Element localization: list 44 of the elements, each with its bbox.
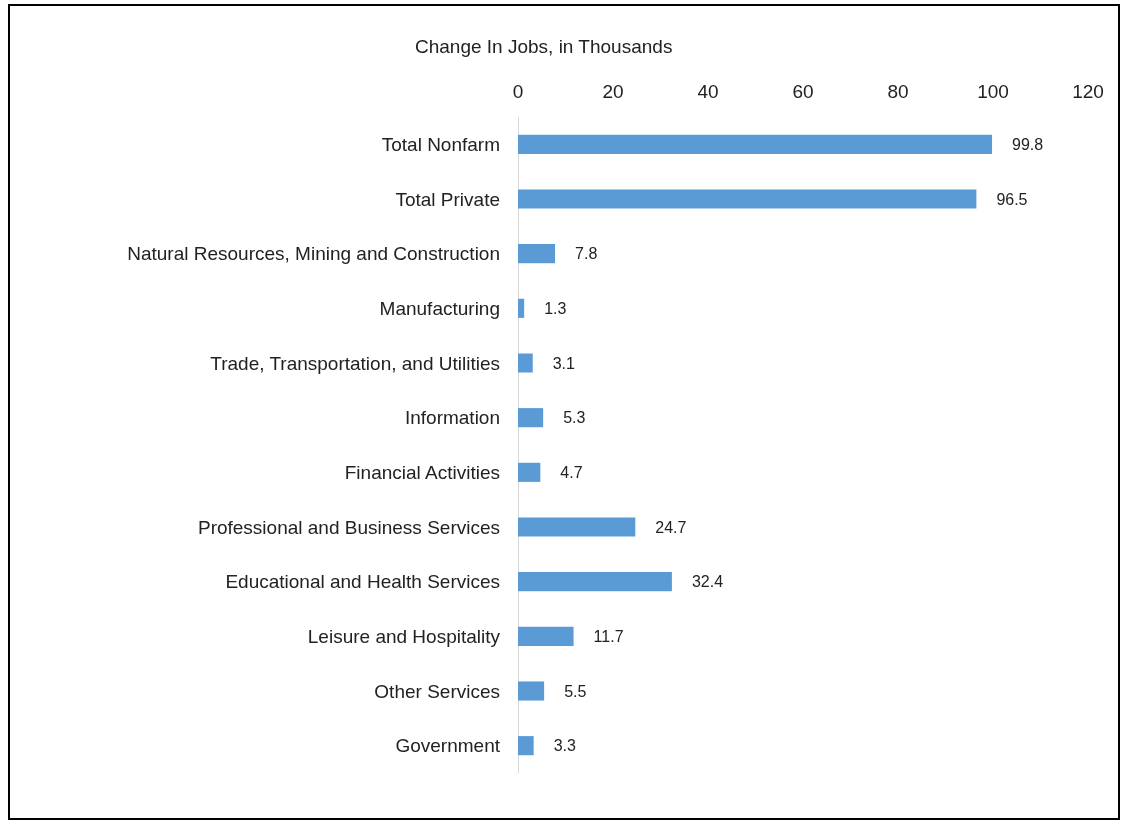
y-tick-label: Other Services bbox=[374, 680, 500, 702]
y-tick-label: Government bbox=[395, 735, 501, 757]
x-tick-label: 0 bbox=[512, 81, 524, 102]
x-tick-label: 120 bbox=[1072, 81, 1104, 102]
bar bbox=[518, 736, 534, 756]
bar bbox=[518, 353, 533, 373]
bar bbox=[518, 681, 545, 701]
y-tick-label: Information bbox=[404, 407, 500, 429]
data-label: 5.3 bbox=[563, 409, 586, 427]
data-label: 24.7 bbox=[655, 518, 687, 536]
bar bbox=[518, 298, 525, 318]
y-tick-label: Trade, Transportation, and Utilities bbox=[210, 352, 500, 374]
data-label: 7.8 bbox=[575, 245, 598, 263]
data-label: 3.3 bbox=[553, 737, 577, 755]
y-tick-label: Leisure and Hospitality bbox=[307, 625, 501, 647]
y-tick-label: Natural Resources, Mining and Construction bbox=[127, 243, 500, 265]
bar bbox=[518, 626, 574, 646]
y-tick-label: Total Private bbox=[395, 188, 500, 210]
x-axis-title: Change In Jobs, in Thousands bbox=[415, 36, 673, 57]
x-tick-label: 40 bbox=[697, 81, 719, 102]
bar bbox=[518, 517, 636, 537]
y-tick-label: Manufacturing bbox=[379, 297, 500, 319]
y-tick-label: Total Nonfarm bbox=[381, 133, 500, 155]
y-tick-label: Financial Activities bbox=[344, 461, 500, 483]
data-label: 11.7 bbox=[593, 627, 624, 645]
x-tick-label: 100 bbox=[977, 81, 1009, 102]
data-label: 99.8 bbox=[1012, 135, 1044, 153]
bar bbox=[518, 572, 672, 592]
data-label: 96.5 bbox=[996, 190, 1028, 208]
bar bbox=[518, 189, 977, 209]
data-label: 32.4 bbox=[691, 573, 724, 591]
x-tick-label: 20 bbox=[602, 81, 624, 102]
data-label: 5.5 bbox=[564, 682, 587, 700]
bar bbox=[518, 462, 541, 482]
data-label: 3.1 bbox=[552, 354, 576, 372]
bar bbox=[518, 244, 556, 264]
bar bbox=[518, 408, 544, 428]
bar bbox=[518, 134, 993, 154]
x-tick-label: 80 bbox=[887, 81, 909, 102]
data-label: 4.7 bbox=[560, 463, 583, 481]
y-tick-label: Professional and Business Services bbox=[197, 516, 500, 538]
data-label: 1.3 bbox=[544, 299, 567, 317]
x-tick-label: 60 bbox=[792, 81, 814, 102]
y-tick-label: Educational and Health Services bbox=[225, 571, 500, 593]
